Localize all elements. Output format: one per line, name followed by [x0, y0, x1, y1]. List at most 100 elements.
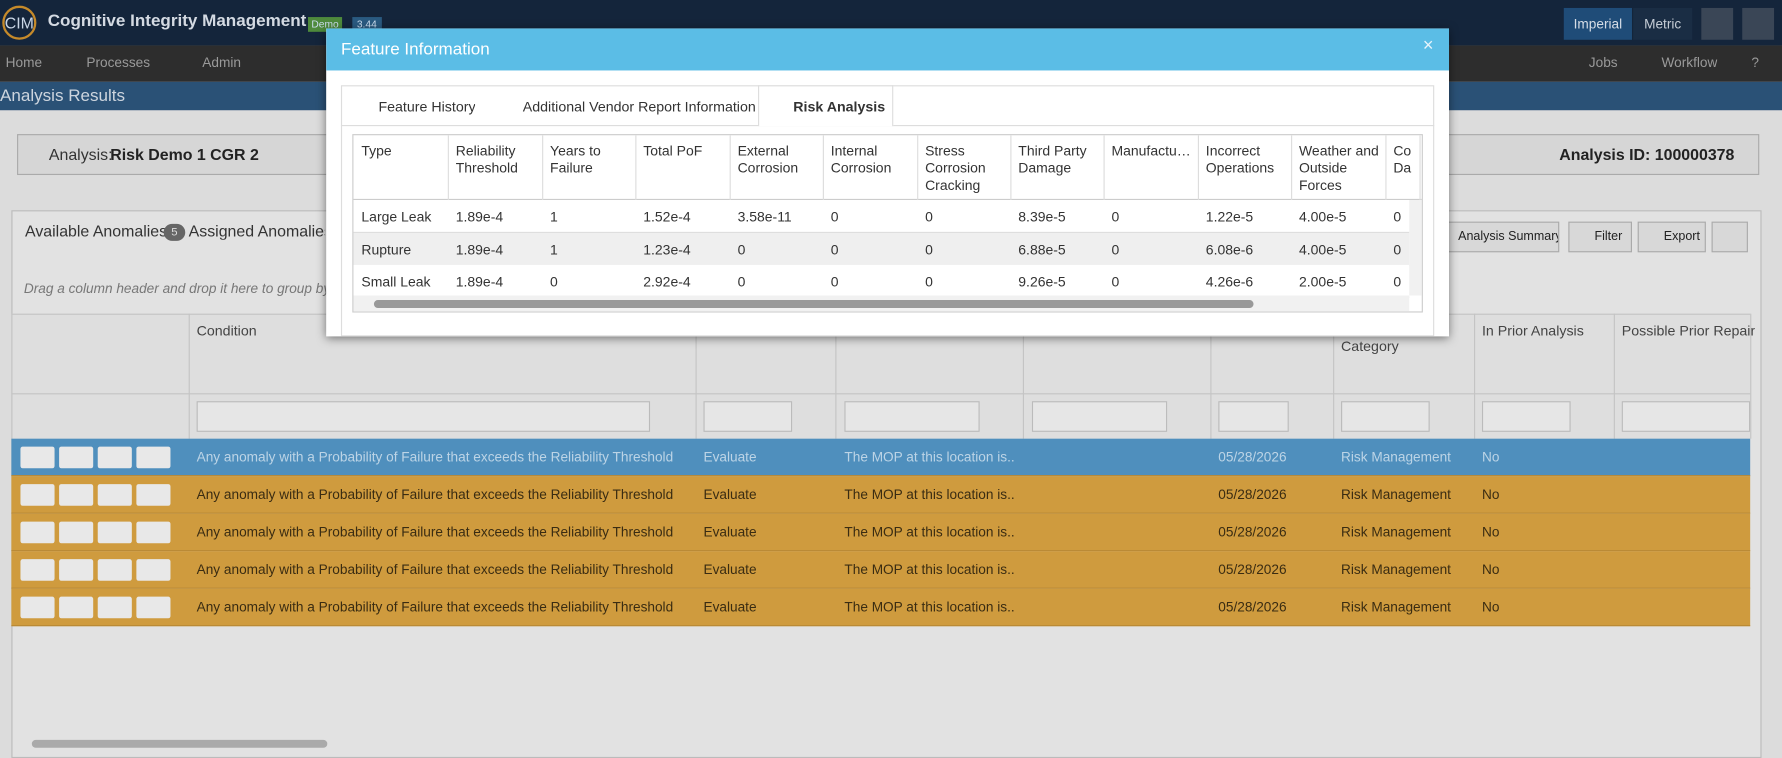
filter-input[interactable] — [1481, 401, 1571, 432]
row-action-button[interactable] — [136, 596, 171, 619]
column-header[interactable]: Condition — [196, 322, 257, 339]
nav-item[interactable]: Processes — [86, 54, 151, 71]
row-action-button[interactable] — [20, 596, 55, 619]
toolbar-button[interactable]: Export — [1637, 221, 1706, 253]
row-action-button[interactable] — [20, 521, 55, 544]
filter-input[interactable] — [1218, 401, 1289, 432]
row-action-button[interactable] — [20, 446, 55, 469]
tab[interactable]: Assigned Anomalies — [188, 221, 326, 240]
row-action-button[interactable] — [20, 559, 55, 581]
grid-divider — [1613, 313, 1615, 439]
row-action-button[interactable] — [136, 521, 171, 544]
settings-button[interactable] — [1711, 221, 1748, 253]
table-cell: 0 — [830, 209, 839, 226]
column-header[interactable]: Total PoF — [643, 143, 703, 160]
filter-input[interactable] — [196, 401, 651, 432]
row-action-button[interactable] — [136, 559, 171, 581]
column-header[interactable]: Reliability Threshold — [455, 143, 518, 177]
grid-row[interactable] — [11, 513, 1751, 552]
column-header[interactable]: Years to Failure — [550, 143, 601, 177]
row-action-button[interactable] — [97, 596, 132, 619]
nav-item[interactable]: Workflow — [1661, 54, 1718, 71]
row-action-button[interactable] — [59, 521, 94, 544]
grid-cell: Any anomaly with a Probability of Failur… — [196, 486, 674, 503]
analysis-id: Analysis ID: 100000378 — [1559, 145, 1735, 164]
row-action-button[interactable] — [59, 446, 94, 469]
analysis-label: Analysis: — [48, 145, 113, 164]
table-cell: 0 — [830, 273, 839, 290]
grid-cell: Evaluate — [703, 598, 757, 615]
row-action-button[interactable] — [136, 484, 171, 506]
column-header[interactable]: Incorrect Operations — [1205, 143, 1275, 177]
grid-row[interactable] — [11, 551, 1751, 589]
nav-item[interactable]: Admin — [202, 54, 241, 71]
table-cell: 6.08e-6 — [1205, 241, 1254, 258]
nav-item[interactable]: ? — [1751, 54, 1759, 71]
grid-cell: The MOP at this location is... — [844, 486, 1015, 503]
grid-cell: Evaluate — [703, 448, 757, 465]
grid-divider — [695, 313, 697, 439]
row-action-button[interactable] — [20, 484, 55, 506]
column-header[interactable]: In Prior Analysis — [1481, 322, 1584, 339]
column-header[interactable]: Possible Prior Repair — [1621, 322, 1756, 339]
v-scroll-track — [1409, 200, 1422, 296]
table-cell: 6.88e-5 — [1018, 241, 1066, 258]
bell-button[interactable] — [1701, 7, 1734, 40]
row-action-button[interactable] — [97, 484, 132, 506]
table-row[interactable] — [353, 200, 1410, 233]
h-scroll-thumb[interactable] — [373, 300, 1254, 308]
logo: CIM — [2, 5, 37, 40]
grid-cell: No — [1481, 448, 1500, 465]
column-header[interactable]: Category — [1341, 338, 1399, 355]
column-header[interactable]: Internal Corrosion — [830, 143, 892, 177]
column-header[interactable]: Stress Corrosion Cracking — [925, 143, 986, 194]
close-button[interactable]: × — [1422, 36, 1434, 56]
grid-row[interactable] — [11, 588, 1751, 627]
group-hint: Drag a column header and drop it here to… — [23, 280, 329, 297]
table-cell: 0 — [737, 273, 746, 290]
row-action-button[interactable] — [59, 559, 94, 581]
column-header[interactable]: External Corrosion — [737, 143, 799, 177]
row-action-button[interactable] — [97, 559, 132, 581]
row-action-button[interactable] — [97, 521, 132, 544]
row-action-button[interactable] — [136, 446, 171, 469]
filter-input[interactable] — [844, 401, 980, 432]
filter-input[interactable] — [1341, 401, 1430, 432]
toolbar-button[interactable]: Analysis Summary — [1434, 221, 1560, 253]
modal-tab[interactable]: Feature History — [378, 98, 476, 115]
unit-button[interactable]: Metric — [1633, 7, 1693, 40]
table-row[interactable] — [353, 232, 1410, 266]
grid-row[interactable] — [11, 476, 1751, 514]
grid-cell: The MOP at this location is... — [844, 561, 1015, 578]
table-cell: 1 — [550, 209, 558, 226]
filter-input[interactable] — [1621, 401, 1751, 432]
row-action-button[interactable] — [59, 596, 94, 619]
grid-cell: Evaluate — [703, 561, 757, 578]
row-action-button[interactable] — [97, 446, 132, 469]
selected-row[interactable] — [11, 438, 1751, 477]
count-badge: 5 — [163, 223, 186, 241]
filter-input[interactable] — [1031, 401, 1168, 432]
column-header[interactable]: Type — [361, 143, 392, 160]
grid-cell: Risk Management — [1341, 598, 1451, 615]
table-cell: Small Leak — [361, 273, 431, 290]
grid-cell: The MOP at this location is... — [844, 598, 1015, 615]
table-cell: 2.92e-4 — [643, 273, 691, 290]
table-cell: 1 — [550, 241, 558, 258]
column-header[interactable]: Manufactu… — [1111, 143, 1191, 160]
modal-tab[interactable]: Risk Analysis — [793, 98, 886, 115]
toolbar-button[interactable]: Filter — [1568, 221, 1632, 253]
column-header[interactable]: Third Party Damage — [1018, 143, 1087, 177]
unit-button[interactable]: Imperial — [1563, 7, 1632, 40]
tab[interactable]: Available Anomalies — [25, 221, 168, 240]
nav-item[interactable]: Home — [5, 54, 43, 71]
column-header[interactable]: Weather and Outside Forces — [1298, 143, 1379, 194]
nav-item[interactable]: Jobs — [1588, 54, 1618, 71]
column-header[interactable]: Co Da — [1393, 143, 1412, 177]
modal-tab[interactable]: Additional Vendor Report Information — [522, 98, 756, 115]
table-cell: 0 — [737, 241, 746, 258]
scrollbar[interactable] — [31, 739, 328, 748]
filter-input[interactable] — [703, 401, 793, 432]
user-button[interactable] — [1742, 7, 1775, 40]
row-action-button[interactable] — [59, 484, 94, 506]
